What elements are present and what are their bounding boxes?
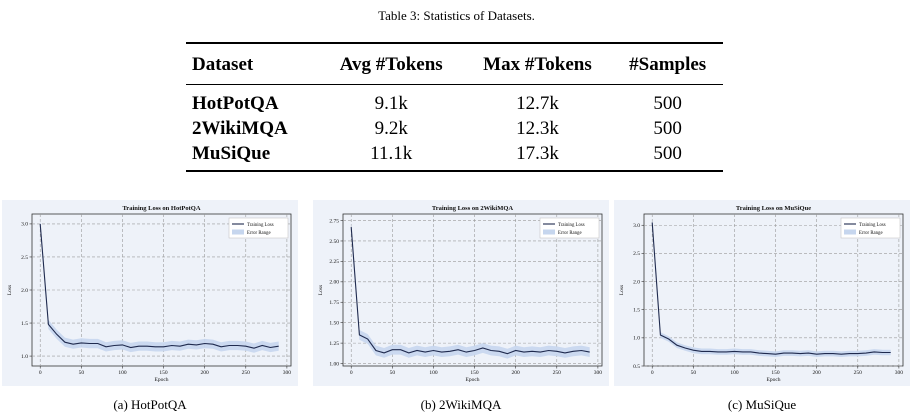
plot-area (643, 213, 904, 367)
legend-band-swatch (844, 229, 856, 235)
cell-dataset: 2WikiMQA (192, 118, 288, 139)
y-tick-label: 1.50 (329, 320, 339, 326)
training-loss-line (350, 227, 590, 355)
hotpotqa-loss-svg: 0 50 100 150 200 250 300 1.0 1.5 2.0 2.5 3.0 Trainin… (2, 200, 298, 386)
x-tick-label: 300 (594, 370, 603, 376)
legend-label-error-range: Error Range (558, 231, 582, 236)
cell-dataset: MuSiQue (186, 141, 320, 172)
x-tick-label: 300 (283, 370, 292, 376)
y-tick-label: 2.0 (633, 279, 640, 285)
error-range-band (40, 219, 279, 353)
subfigure-caption-b: (b) 2WikiMQA (420, 397, 502, 412)
table-caption: Table 3: Statistics of Datasets. (378, 8, 535, 23)
cell-samples: 500 (612, 141, 723, 172)
header-dataset: Dataset (186, 42, 320, 85)
x-tick-label: 300 (895, 370, 904, 376)
chart-title: Training Loss on MuSiQue (736, 205, 811, 212)
x-tick-label: 200 (201, 370, 210, 376)
subfigure-caption-c: (c) MuSiQue (727, 397, 797, 412)
x-tick-label: 100 (730, 370, 739, 376)
legend-label-training-loss: Training Loss (558, 223, 585, 228)
cell-avg-tokens: 9.1k (374, 93, 408, 114)
y-tick-label: 2.5 (21, 255, 28, 261)
legend-label-error-range: Error Range (247, 231, 271, 236)
header-avg-tokens: Avg #Tokens (319, 42, 463, 85)
statistics-table: Dataset Avg #Tokens Max #Tokens #Samples… (186, 42, 723, 172)
y-tick-label: 2.50 (329, 239, 339, 245)
y-tick-label: 1.5 (21, 321, 28, 327)
cell-avg-tokens: 9.2k (374, 118, 408, 139)
x-tick-label: 100 (429, 370, 438, 376)
musique-loss-svg: 0 50 100 150 200 250 300 0.5 1.0 1.5 2.0 2.5 3.0 Trai… (614, 200, 910, 386)
x-axis-label: Epoch (154, 377, 168, 383)
chart-title: Training Loss on 2WikiMQA (432, 205, 514, 212)
x-tick-label: 150 (771, 370, 780, 376)
x-tick-label: 200 (512, 370, 521, 376)
y-tick-label: 1.0 (21, 354, 28, 360)
x-tick-label: 50 (691, 370, 697, 376)
legend-label-training-loss: Training Loss (247, 223, 274, 228)
y-tick-label: 2.0 (21, 288, 28, 294)
table-header-row: Dataset Avg #Tokens Max #Tokens #Samples (186, 42, 723, 85)
legend-band-swatch (232, 229, 244, 235)
x-tick-label: 250 (553, 370, 562, 376)
y-tick-label: 1.25 (329, 341, 339, 347)
legend-label-training-loss: Training Loss (859, 223, 886, 228)
x-axis-label: Epoch (465, 377, 479, 383)
plot-area (342, 213, 603, 367)
error-range-band (351, 222, 590, 359)
y-axis-label: Loss (619, 285, 625, 295)
cell-max-tokens: 12.7k (516, 93, 559, 114)
x-tick-label: 100 (118, 370, 127, 376)
legend-label-error-range: Error Range (859, 231, 883, 236)
y-tick-label: 1.75 (329, 300, 339, 306)
hotpotqa-loss-chart: 0 50 100 150 200 250 300 1.0 1.5 2.0 2.5 3.0 Trainin… (2, 200, 298, 386)
y-tick-label: 1.5 (633, 308, 640, 314)
table-row: 2WikiMQA 9.2k 12.3k 500 (186, 116, 723, 141)
2wikimqa-loss-svg: 0 50 100 150 200 250 300 1.00 1.25 1.50 1.75 2.00 2.… (313, 200, 609, 386)
x-axis-label: Epoch (766, 377, 780, 383)
x-tick-label: 0 (350, 370, 353, 376)
y-tick-label: 3.0 (633, 223, 640, 229)
x-tick-label: 250 (242, 370, 251, 376)
subfigure-caption-a: (a) HotPotQA (113, 397, 187, 412)
x-tick-label: 50 (79, 370, 85, 376)
y-tick-label: 0.5 (633, 364, 640, 370)
table-row: HotPotQA 9.1k 12.7k 500 (186, 85, 723, 117)
cell-max-tokens: 17.3k (462, 141, 613, 172)
header-max-tokens: Max #Tokens (462, 42, 613, 85)
cell-dataset: HotPotQA (192, 93, 279, 114)
x-tick-label: 250 (854, 370, 863, 376)
y-tick-label: 2.25 (329, 259, 339, 265)
y-tick-label: 2.75 (329, 218, 339, 224)
2wikimqa-loss-chart: 0 50 100 150 200 250 300 1.00 1.25 1.50 1.75 2.00 2.… (313, 200, 609, 386)
cell-avg-tokens: 11.1k (319, 141, 463, 172)
training-loss-line (39, 223, 279, 349)
y-tick-label: 2.5 (633, 251, 640, 257)
x-tick-label: 50 (390, 370, 396, 376)
y-axis-label: Loss (7, 285, 13, 295)
chart-title: Training Loss on HotPotQA (122, 205, 200, 212)
y-axis-label: Loss (318, 285, 324, 295)
header-samples: #Samples (612, 42, 723, 85)
cell-samples: 500 (653, 118, 682, 139)
y-tick-label: 2.00 (329, 280, 339, 286)
table-row: MuSiQue 11.1k 17.3k 500 (186, 141, 723, 172)
x-tick-label: 150 (470, 370, 479, 376)
x-tick-label: 0 (39, 370, 42, 376)
musique-loss-chart: 0 50 100 150 200 250 300 0.5 1.0 1.5 2.0 2.5 3.0 Trai… (614, 200, 910, 386)
x-tick-label: 200 (813, 370, 822, 376)
y-tick-label: 3.0 (21, 222, 28, 228)
error-range-band (652, 219, 891, 357)
legend-band-swatch (543, 229, 555, 235)
y-tick-label: 1.0 (633, 336, 640, 342)
x-tick-label: 150 (159, 370, 168, 376)
training-loss-line (651, 222, 891, 355)
cell-max-tokens: 12.3k (516, 118, 559, 139)
cell-samples: 500 (653, 93, 682, 114)
y-tick-label: 1.00 (329, 361, 339, 367)
x-tick-label: 0 (651, 370, 654, 376)
